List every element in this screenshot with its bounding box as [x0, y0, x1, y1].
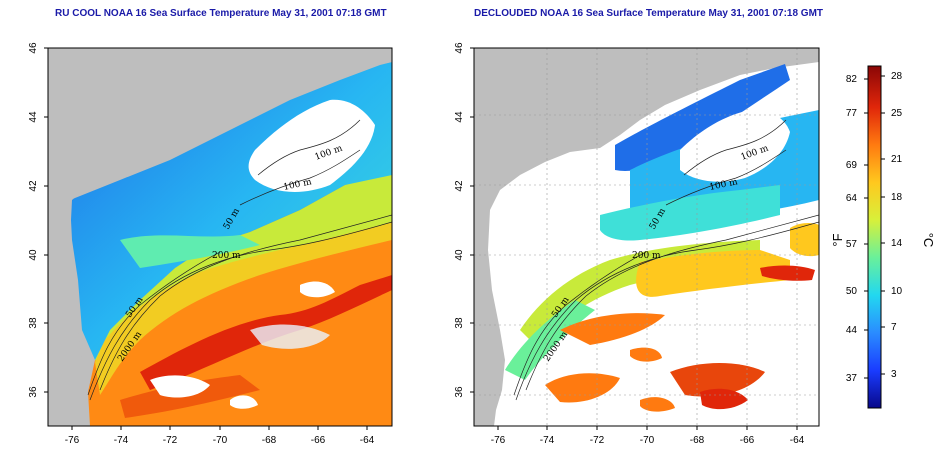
right-sst-map: 100 m 100 m 50 m 200 m 50 m 2000 m: [473, 47, 820, 427]
fahrenheit-tick: 77: [846, 108, 858, 119]
y-tick-42: 42: [28, 180, 39, 192]
fahrenheit-tick: 64: [846, 193, 858, 204]
celsius-tick: 10: [891, 286, 903, 297]
x-tick-68: -68: [262, 435, 277, 446]
celsius-tick: 14: [891, 238, 903, 249]
y-tick-42: 42: [454, 180, 465, 192]
celsius-tick: 7: [891, 322, 897, 333]
fahrenheit-tick: 50: [846, 286, 858, 297]
y-tick-44: 44: [28, 111, 39, 123]
colorbar-gradient: [867, 65, 882, 409]
y-tick-36: 36: [454, 386, 465, 398]
contour-200m: [515, 221, 819, 401]
x-tick-72: -72: [590, 435, 605, 446]
x-tick-74: -74: [114, 435, 129, 446]
x-tick-70: -70: [640, 435, 655, 446]
land-area: [474, 48, 819, 426]
fahrenheit-tick: 37: [846, 373, 858, 384]
georges-bank-clouds: [248, 99, 375, 192]
y-tick-40: 40: [28, 249, 39, 261]
y-tick-38: 38: [454, 317, 465, 329]
x-tick-64: -64: [790, 435, 805, 446]
x-tick-74: -74: [540, 435, 555, 446]
fahrenheit-tick: 69: [846, 160, 858, 171]
x-tick-76: -76: [65, 435, 80, 446]
y-tick-46: 46: [454, 42, 465, 54]
x-tick-66: -66: [740, 435, 755, 446]
x-tick-68: -68: [690, 435, 705, 446]
celsius-tick: 3: [891, 369, 897, 380]
x-tick-72: -72: [163, 435, 178, 446]
y-tick-46: 46: [28, 42, 39, 54]
temperature-colorbar: 82 77 69 64 57 50 44 37 28 25 21 18 14 1…: [830, 65, 936, 409]
x-tick-64: -64: [360, 435, 375, 446]
contour-200m: [89, 221, 392, 401]
fahrenheit-tick: 57: [846, 239, 858, 250]
axis-ticks: [44, 47, 798, 430]
left-map-title: RU COOL NOAA 16 Sea Surface Temperature …: [55, 8, 387, 19]
grid-lines: [474, 48, 819, 426]
left-sst-map: 100 m 100 m 50 m 200 m 50 m 2000 m: [47, 47, 393, 427]
celsius-tick: 25: [891, 108, 903, 119]
contour-label-200m: 200 m: [212, 251, 241, 261]
celsius-tick: 28: [891, 71, 903, 82]
x-tick-66: -66: [311, 435, 326, 446]
fahrenheit-tick: 44: [846, 325, 858, 336]
celsius-unit-label: °C: [921, 233, 936, 248]
y-tick-36: 36: [28, 386, 39, 398]
y-tick-40: 40: [454, 249, 465, 261]
celsius-tick: 21: [891, 154, 903, 165]
celsius-tick: 18: [891, 192, 903, 203]
fahrenheit-tick: 82: [846, 74, 858, 85]
y-tick-38: 38: [28, 317, 39, 329]
right-map-title: DECLOUDED NOAA 16 Sea Surface Temperatur…: [474, 8, 824, 19]
contour-label-200m: 200 m: [632, 251, 661, 261]
fahrenheit-unit-label: °F: [830, 233, 845, 246]
y-tick-44: 44: [454, 111, 465, 123]
x-tick-76: -76: [491, 435, 506, 446]
x-tick-70: -70: [213, 435, 228, 446]
